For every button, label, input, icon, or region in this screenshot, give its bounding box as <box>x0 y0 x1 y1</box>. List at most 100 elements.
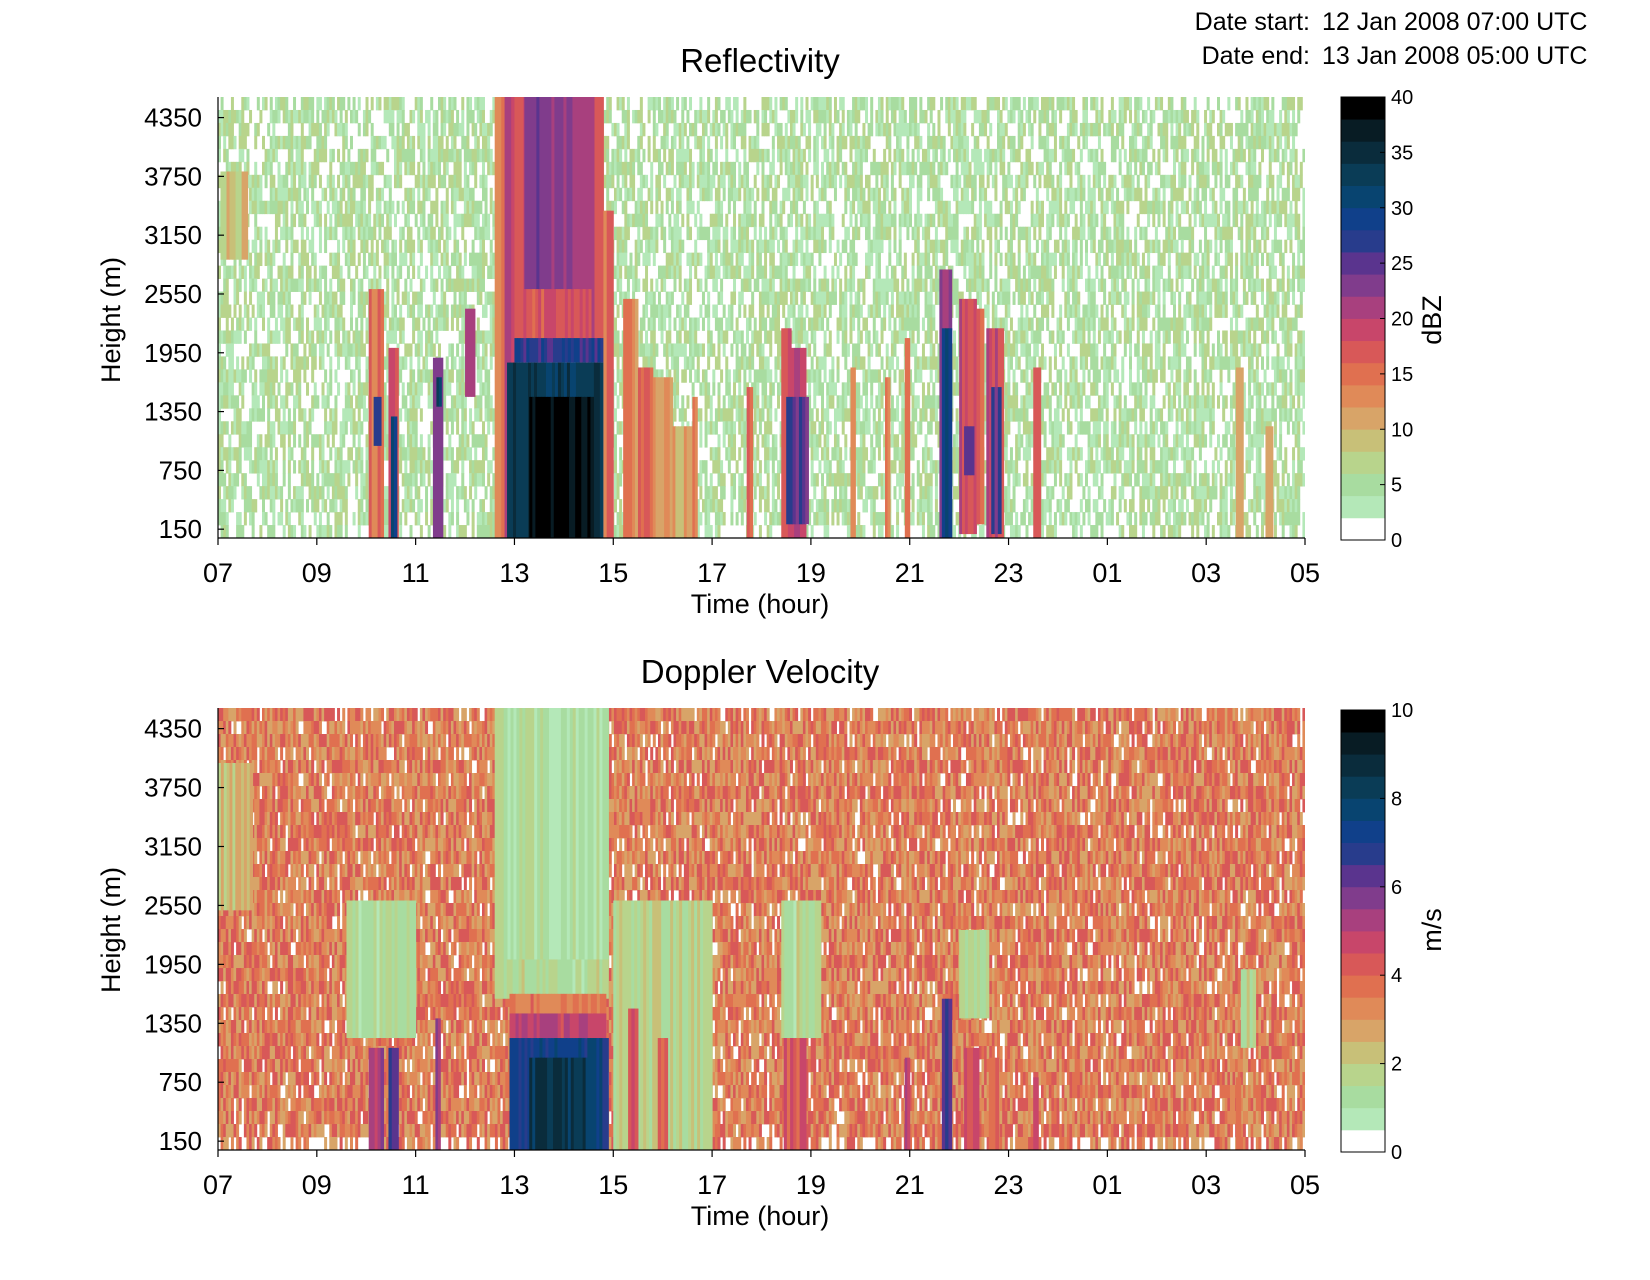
colorbar-tick-label: 4 <box>1391 965 1402 987</box>
echo-cell <box>513 1013 517 1038</box>
echo-cell <box>558 994 562 1014</box>
echo-cell <box>591 97 595 289</box>
echo-cell <box>565 1058 568 1150</box>
echo-cell <box>591 1013 595 1038</box>
date-info: Date start: 12 Jan 2008 07:00 UTC Date e… <box>1195 8 1588 70</box>
echo-cell <box>533 97 537 289</box>
echo-cell <box>574 1058 577 1150</box>
echo-cell <box>597 338 600 363</box>
echo-cell <box>349 901 353 1039</box>
echo-cell <box>661 1038 665 1150</box>
echo-cell <box>971 299 974 534</box>
echo-cell <box>998 387 1002 534</box>
echo-cell <box>572 397 576 538</box>
echo-cell <box>948 328 952 538</box>
echo-cell <box>545 97 549 289</box>
echo-cell <box>971 426 975 475</box>
echo-cell <box>495 708 498 999</box>
echo-cell <box>519 363 522 538</box>
echo-cell <box>1247 969 1250 1048</box>
echo-cell <box>796 397 800 524</box>
echo-cell <box>959 930 962 1018</box>
echo-cell <box>510 994 514 1014</box>
echo-cell <box>607 211 611 538</box>
y-tick-label: 1950 <box>144 949 202 979</box>
colorbar-swatch <box>1341 296 1385 319</box>
echo-cell <box>468 309 472 397</box>
echo-cell <box>553 1058 556 1150</box>
echo-cell <box>439 377 442 406</box>
echo-cell <box>548 97 552 289</box>
echo-cell <box>520 338 523 363</box>
velocity-colorbar-label: m/s <box>1417 908 1447 952</box>
echo-cell <box>572 97 576 289</box>
date-end-value: 13 Jan 2008 05:00 UTC <box>1322 42 1587 70</box>
echo-cell <box>362 901 366 1039</box>
echo-cell <box>575 97 579 289</box>
echo-cell <box>968 930 971 1018</box>
echo-cell <box>552 994 556 1014</box>
echo-cell <box>532 1058 535 1150</box>
echo-cell <box>599 1038 602 1150</box>
echo-cell <box>511 708 514 959</box>
echo-cell <box>242 171 246 259</box>
echo-cell <box>537 708 540 959</box>
echo-cell <box>532 338 535 363</box>
echo-cell <box>507 363 510 538</box>
colorbar-swatch <box>1341 909 1385 932</box>
velocity-ylabel: Height (m) <box>96 867 126 993</box>
colorbar-tick-label: 2 <box>1391 1054 1402 1076</box>
echo-cell <box>535 338 538 363</box>
date-start-value: 12 Jan 2008 07:00 UTC <box>1322 8 1587 36</box>
echo-cell <box>241 763 244 910</box>
echo-cell <box>505 708 508 959</box>
x-tick-label: 19 <box>796 1170 826 1200</box>
echo-cell <box>407 901 411 1039</box>
echo-cell <box>358 901 362 1039</box>
velocity-title: Doppler Velocity <box>641 653 880 690</box>
echo-cell <box>531 708 534 959</box>
colorbar-swatch <box>1341 252 1385 275</box>
echo-cell <box>576 1013 580 1038</box>
colorbar-tick-label: 10 <box>1391 700 1413 722</box>
echo-cell <box>703 901 706 1150</box>
echo-cell <box>501 97 505 538</box>
echo-cell <box>529 1058 532 1150</box>
colorbar-tick-label: 0 <box>1391 1142 1402 1164</box>
x-tick-label: 11 <box>402 558 430 588</box>
x-tick-label: 05 <box>1290 1170 1320 1200</box>
echo-cell <box>540 994 544 1014</box>
echo-cell <box>573 1013 577 1038</box>
y-tick-label: 2550 <box>144 279 202 309</box>
colorbar-swatch <box>1341 518 1385 541</box>
colorbar-swatch <box>1341 821 1385 844</box>
colorbar-swatch <box>1341 119 1385 142</box>
echo-cell <box>564 1013 568 1038</box>
echo-cell <box>516 363 519 538</box>
colorbar-swatch <box>1341 208 1385 231</box>
echo-cell <box>603 1013 607 1038</box>
echo-cell <box>577 338 580 363</box>
colorbar-tick-label: 5 <box>1391 475 1402 497</box>
echo-cell <box>227 171 231 259</box>
echo-cell <box>514 338 517 363</box>
echo-cell <box>569 97 573 289</box>
colorbar-swatch <box>1341 997 1385 1020</box>
colorbar-swatch <box>1341 319 1385 342</box>
echo-cell <box>585 1013 589 1038</box>
echo-cell <box>567 994 571 1014</box>
colorbar-swatch <box>1341 474 1385 497</box>
colorbar-tick-label: 40 <box>1391 87 1413 109</box>
echo-cell <box>976 1048 979 1150</box>
echo-cell <box>695 397 698 538</box>
echo-cell <box>628 1009 632 1150</box>
colorbar-tick-label: 30 <box>1391 198 1413 220</box>
echo-cell <box>561 708 564 959</box>
echo-cell <box>522 363 525 538</box>
echo-cell <box>635 299 638 538</box>
echo-cell <box>571 1058 574 1150</box>
echo-cell <box>586 1058 589 1150</box>
echo-cell <box>569 397 573 538</box>
echo-cell <box>558 708 561 959</box>
